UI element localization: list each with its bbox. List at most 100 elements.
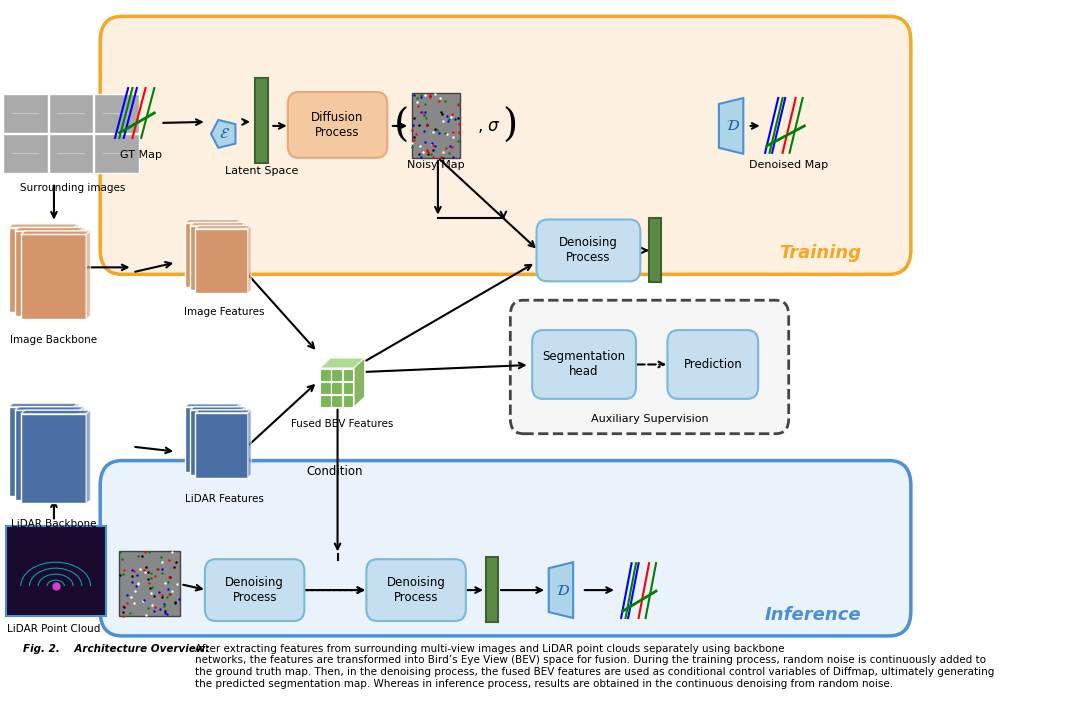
FancyBboxPatch shape <box>366 559 465 621</box>
Polygon shape <box>80 227 84 315</box>
Text: $\mathcal{D}$: $\mathcal{D}$ <box>726 118 740 133</box>
Polygon shape <box>86 410 91 503</box>
Bar <box>332 369 342 381</box>
Bar <box>255 78 268 163</box>
Bar <box>320 395 330 407</box>
Polygon shape <box>238 219 241 288</box>
Text: $\mathcal{D}$: $\mathcal{D}$ <box>556 583 569 597</box>
Text: , $\sigma$: , $\sigma$ <box>477 117 501 135</box>
Text: Noisy Map: Noisy Map <box>407 160 464 170</box>
Bar <box>185 407 238 472</box>
Polygon shape <box>15 227 84 231</box>
Bar <box>342 369 353 381</box>
Text: LiDAR Features: LiDAR Features <box>185 495 264 505</box>
Text: Fused BEV Features: Fused BEV Features <box>291 419 393 429</box>
Bar <box>120 551 180 616</box>
Bar <box>190 226 242 290</box>
Text: Prediction: Prediction <box>684 358 742 371</box>
Bar <box>649 217 661 282</box>
Text: $\mathcal{E}$: $\mathcal{E}$ <box>219 126 230 141</box>
Bar <box>5 526 106 616</box>
FancyBboxPatch shape <box>667 330 758 399</box>
Polygon shape <box>80 407 84 500</box>
Polygon shape <box>185 404 241 407</box>
Polygon shape <box>247 410 252 478</box>
Bar <box>342 395 353 407</box>
Bar <box>185 222 238 288</box>
Text: LiDAR Point Cloud: LiDAR Point Cloud <box>8 624 100 634</box>
Polygon shape <box>211 120 235 148</box>
Polygon shape <box>21 231 91 234</box>
Text: Denoising
Process: Denoising Process <box>387 576 446 604</box>
FancyBboxPatch shape <box>287 92 388 158</box>
Bar <box>49 134 93 173</box>
FancyBboxPatch shape <box>100 16 910 275</box>
FancyBboxPatch shape <box>205 559 305 621</box>
Text: (: ( <box>393 108 409 144</box>
Polygon shape <box>195 226 252 229</box>
Text: Latent Space: Latent Space <box>225 166 298 176</box>
Bar <box>3 94 48 133</box>
Text: Denoising
Process: Denoising Process <box>226 576 284 604</box>
Polygon shape <box>190 222 246 226</box>
FancyBboxPatch shape <box>537 219 640 281</box>
Text: Denoised Map: Denoised Map <box>750 160 828 170</box>
Bar <box>190 410 242 475</box>
Bar <box>320 369 330 381</box>
Polygon shape <box>9 403 78 407</box>
Polygon shape <box>75 224 78 312</box>
FancyBboxPatch shape <box>100 460 910 636</box>
Text: Auxiliary Supervision: Auxiliary Supervision <box>591 414 708 424</box>
FancyBboxPatch shape <box>532 330 636 399</box>
Text: Image Features: Image Features <box>184 307 265 317</box>
Bar <box>342 382 353 394</box>
Text: Segmentation
head: Segmentation head <box>542 351 625 379</box>
Text: LiDAR Backbone: LiDAR Backbone <box>11 519 97 529</box>
Text: Training: Training <box>779 244 861 262</box>
Polygon shape <box>185 219 241 222</box>
Bar <box>195 413 247 478</box>
Bar <box>195 229 247 293</box>
Text: Inference: Inference <box>765 606 861 624</box>
Bar <box>332 382 342 394</box>
Bar <box>15 231 80 315</box>
Polygon shape <box>9 224 78 227</box>
Text: Condition: Condition <box>307 465 363 478</box>
Bar <box>94 134 138 173</box>
Polygon shape <box>21 410 91 414</box>
Text: Denoising
Process: Denoising Process <box>559 237 618 265</box>
FancyBboxPatch shape <box>511 300 788 434</box>
Text: Fig. 2.    Architecture Overview:: Fig. 2. Architecture Overview: <box>24 644 214 654</box>
Bar <box>3 134 48 173</box>
Bar <box>21 234 86 319</box>
Polygon shape <box>549 562 573 618</box>
Polygon shape <box>242 222 246 290</box>
Polygon shape <box>15 407 84 410</box>
Text: Image Backbone: Image Backbone <box>11 335 97 345</box>
Bar <box>49 94 93 133</box>
Text: Diffusion
Process: Diffusion Process <box>311 111 364 139</box>
Text: Surrounding images: Surrounding images <box>21 183 126 193</box>
Bar <box>332 395 342 407</box>
Bar <box>15 410 80 500</box>
Polygon shape <box>242 407 246 475</box>
Polygon shape <box>190 407 246 410</box>
Bar <box>411 93 460 158</box>
Polygon shape <box>238 404 241 472</box>
Bar <box>486 557 498 622</box>
Bar <box>94 94 138 133</box>
Polygon shape <box>354 358 365 407</box>
Bar <box>320 382 330 394</box>
Text: ): ) <box>502 108 517 144</box>
Bar <box>21 414 86 503</box>
Polygon shape <box>320 358 365 368</box>
Polygon shape <box>719 98 743 153</box>
Bar <box>9 227 75 312</box>
Polygon shape <box>75 403 78 496</box>
Polygon shape <box>195 410 252 413</box>
Polygon shape <box>247 226 252 293</box>
Text: GT Map: GT Map <box>120 150 162 160</box>
Bar <box>9 407 75 496</box>
Text: After extracting features from surrounding multi-view images and LiDAR point clo: After extracting features from surroundi… <box>195 644 995 689</box>
Polygon shape <box>86 231 91 319</box>
